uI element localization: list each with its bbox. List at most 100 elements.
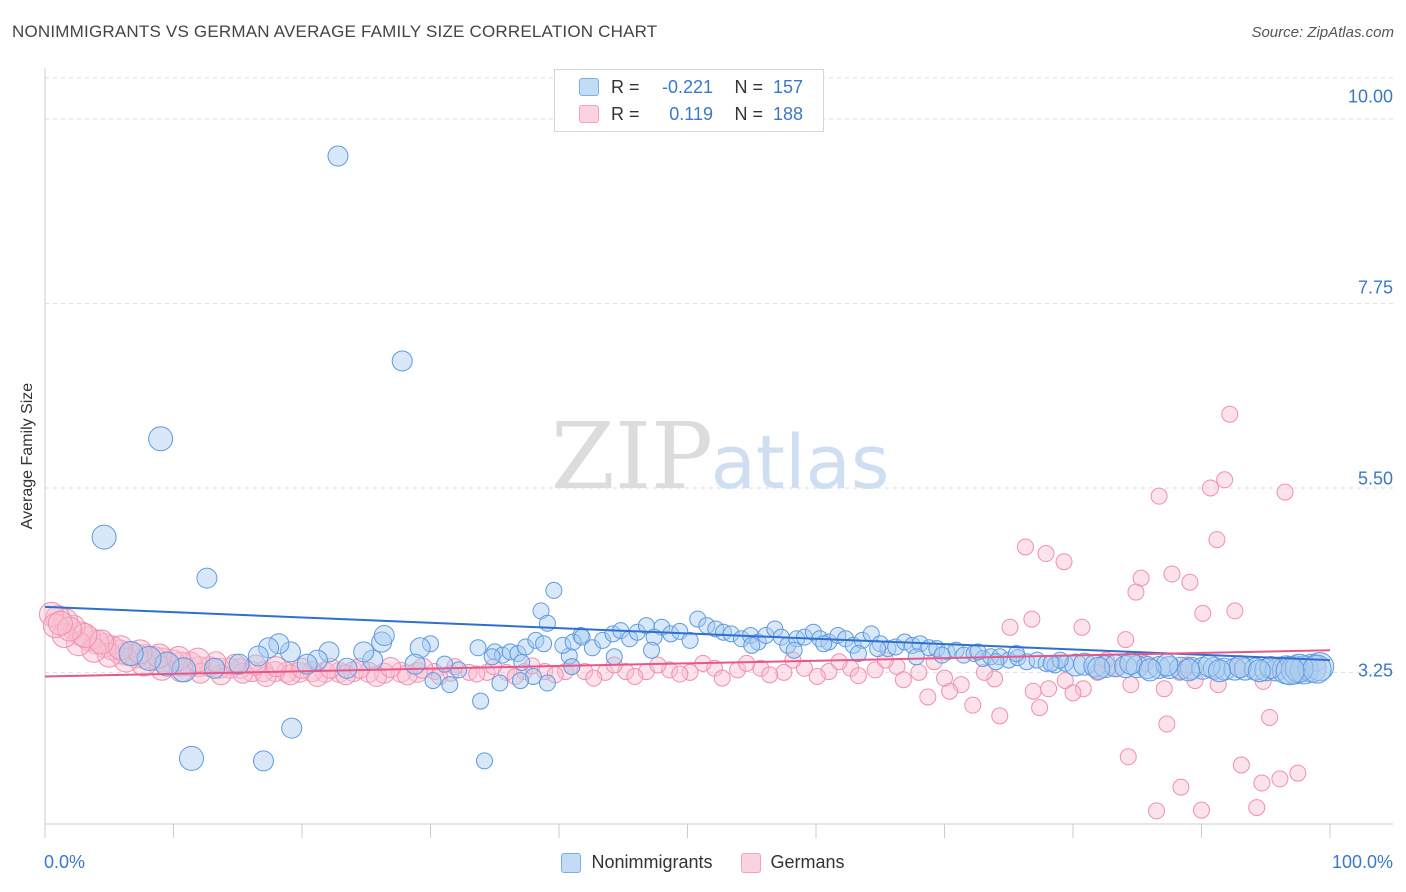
nonimmigrant-point [513, 654, 531, 672]
german-point [47, 610, 73, 636]
german-point [1023, 610, 1041, 628]
legend-r-value: -0.221 [661, 76, 713, 97]
nonimmigrant-point [475, 752, 493, 770]
nonimmigrant-point [1284, 653, 1314, 683]
german-point [1232, 756, 1250, 774]
nonimmigrants-trend-line [44, 605, 1331, 662]
nonimmigrant-point [404, 653, 426, 675]
nonimmigrant-point [391, 350, 413, 372]
german-point [1276, 483, 1294, 501]
series-legend: Nonimmigrants Germans [0, 852, 1406, 873]
german-point [1037, 545, 1055, 563]
nonimmigrant-point [252, 750, 274, 772]
nonimmigrant-point [594, 631, 612, 649]
axes [44, 68, 1393, 838]
nonimmigrant-point [743, 636, 761, 654]
german-point [910, 663, 928, 681]
german-point [941, 682, 959, 700]
y-tick-label-7-75: 7.75 [1357, 277, 1393, 298]
legend-swatch-nonimmigrants [561, 852, 582, 873]
legend-n-value: 188 [772, 103, 803, 124]
nonimmigrant-point [1064, 653, 1088, 677]
nonimmigrant-point [204, 657, 226, 679]
german-point [210, 664, 232, 686]
german-point [808, 667, 826, 685]
nonimmigrant-point [1228, 655, 1252, 679]
nonimmigrant-point [1177, 658, 1201, 682]
german-point [245, 654, 267, 676]
nonimmigrant-point [545, 581, 563, 599]
german-point [738, 654, 756, 672]
legend-label-germans: Germans [770, 852, 845, 872]
german-point [576, 663, 594, 681]
german-point [1119, 748, 1137, 766]
germans-trend-line [44, 649, 1331, 678]
germans-points [38, 405, 1326, 820]
nonimmigrant-point [1275, 656, 1305, 686]
german-point [1064, 684, 1082, 702]
legend-n-label: N = [734, 103, 763, 124]
german-point [89, 629, 115, 655]
legend-item-germans[interactable]: Germans [740, 852, 845, 873]
legend-n-label: N = [734, 76, 763, 97]
x-max-label: 100.0% [1331, 852, 1393, 872]
nonimmigrant-point [689, 610, 707, 628]
nonimmigrant-point [933, 646, 951, 664]
nonimmigrant-point [472, 692, 490, 710]
german-point [1208, 531, 1226, 549]
german-point [761, 666, 779, 684]
y-tick-label-3-25: 3.25 [1357, 660, 1393, 681]
nonimmigrant-point [785, 641, 803, 659]
german-point [671, 665, 689, 683]
german-point [1155, 680, 1173, 698]
nonimmigrant-point [869, 640, 887, 658]
nonimmigrant-point [483, 648, 501, 666]
nonimmigrant-point [491, 674, 509, 692]
german-point [1148, 802, 1166, 820]
german-point [1271, 770, 1289, 788]
nonimmigrant-point [560, 647, 578, 665]
german-point [1253, 774, 1271, 792]
nonimmigrant-point [228, 653, 250, 675]
german-point [468, 665, 486, 683]
german-point [265, 656, 287, 678]
stats-legend: R = -0.221 N = 157 R = 0.119 N = 188 [554, 69, 824, 132]
chart-title: NONIMMIGRANTS VS GERMAN AVERAGE FAMILY S… [12, 22, 658, 41]
nonimmigrant-point [564, 633, 582, 651]
nonimmigrant-point [538, 674, 556, 692]
nonimmigrant-point [1042, 654, 1060, 672]
german-point [1127, 583, 1145, 601]
german-point [919, 688, 937, 706]
german-point [1073, 618, 1091, 636]
german-point [1181, 573, 1199, 591]
german-point [1163, 565, 1181, 583]
nonimmigrant-point [296, 653, 318, 675]
nonimmigrant-point [681, 631, 699, 649]
nonimmigrant-point [605, 648, 623, 666]
german-point [1226, 602, 1244, 620]
german-point [72, 623, 98, 648]
nonimmigrant-point [1207, 659, 1231, 683]
german-point [713, 669, 731, 687]
nonimmigrant-point [969, 643, 987, 661]
nonimmigrant-point [279, 641, 301, 663]
legend-row-germans: R = 0.119 N = 188 [555, 101, 803, 127]
german-point [349, 657, 371, 679]
nonimmigrant-point [336, 657, 358, 679]
german-point [1221, 405, 1239, 423]
legend-item-nonimmigrants[interactable]: Nonimmigrants [561, 852, 713, 873]
german-point [964, 696, 982, 714]
german-point [986, 670, 1004, 688]
german-point [585, 669, 603, 687]
legend-r-label: R = [611, 76, 640, 97]
german-point [1117, 631, 1135, 649]
german-point [866, 661, 884, 679]
german-point [380, 656, 402, 678]
nonimmigrant-point [178, 745, 204, 771]
nonimmigrants-points [91, 145, 1335, 772]
nonimmigrant-point [907, 648, 925, 666]
nonimmigrant-point [1119, 651, 1143, 675]
x-min-label: 0.0% [44, 852, 86, 872]
german-point [991, 707, 1009, 725]
